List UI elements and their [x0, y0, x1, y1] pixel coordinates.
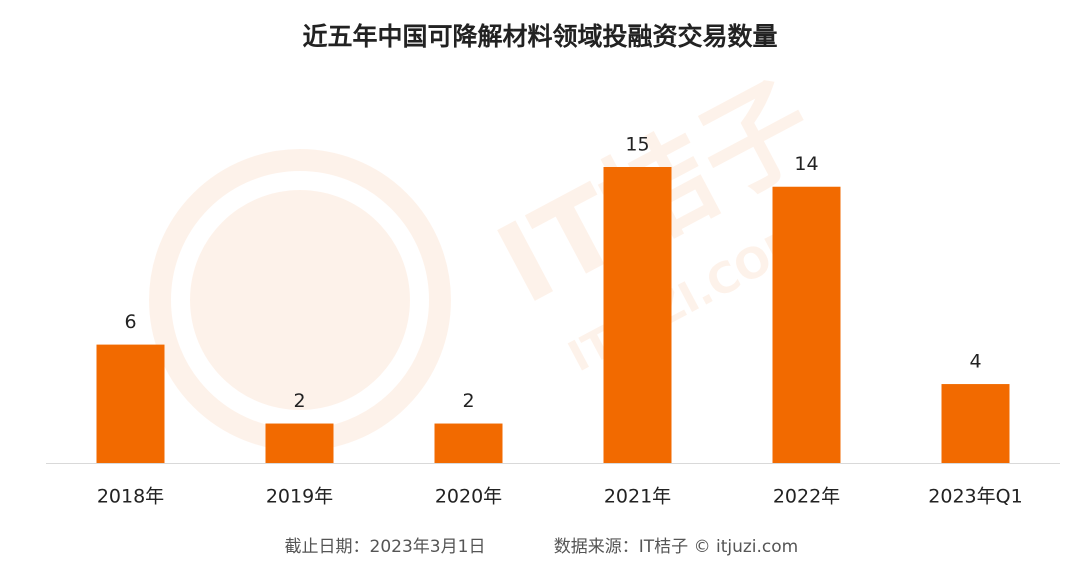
x-tick-label: 2023年Q1 [928, 486, 1022, 508]
bar [265, 423, 334, 463]
x-tick-label: 2021年 [604, 486, 671, 508]
bar [772, 186, 841, 463]
bar [434, 423, 503, 463]
footnote: 数据来源：IT桔子 © itjuzi.com [554, 537, 798, 557]
bar [603, 167, 672, 463]
value-label: 6 [124, 311, 136, 333]
x-tick-label: 2019年 [266, 486, 333, 508]
x-tick-label: 2020年 [435, 486, 502, 508]
x-tick-label: 2022年 [773, 486, 840, 508]
value-label: 15 [625, 134, 649, 156]
x-tick-label: 2018年 [97, 486, 164, 508]
bar [96, 344, 165, 463]
value-label: 14 [794, 153, 818, 175]
value-label: 4 [969, 351, 981, 373]
value-label: 2 [293, 390, 305, 412]
chart-title: 近五年中国可降解材料领域投融资交易数量 [302, 22, 777, 51]
value-label: 2 [462, 390, 474, 412]
footnote: 截止日期：2023年3月1日 [285, 537, 486, 557]
bar [941, 384, 1010, 463]
